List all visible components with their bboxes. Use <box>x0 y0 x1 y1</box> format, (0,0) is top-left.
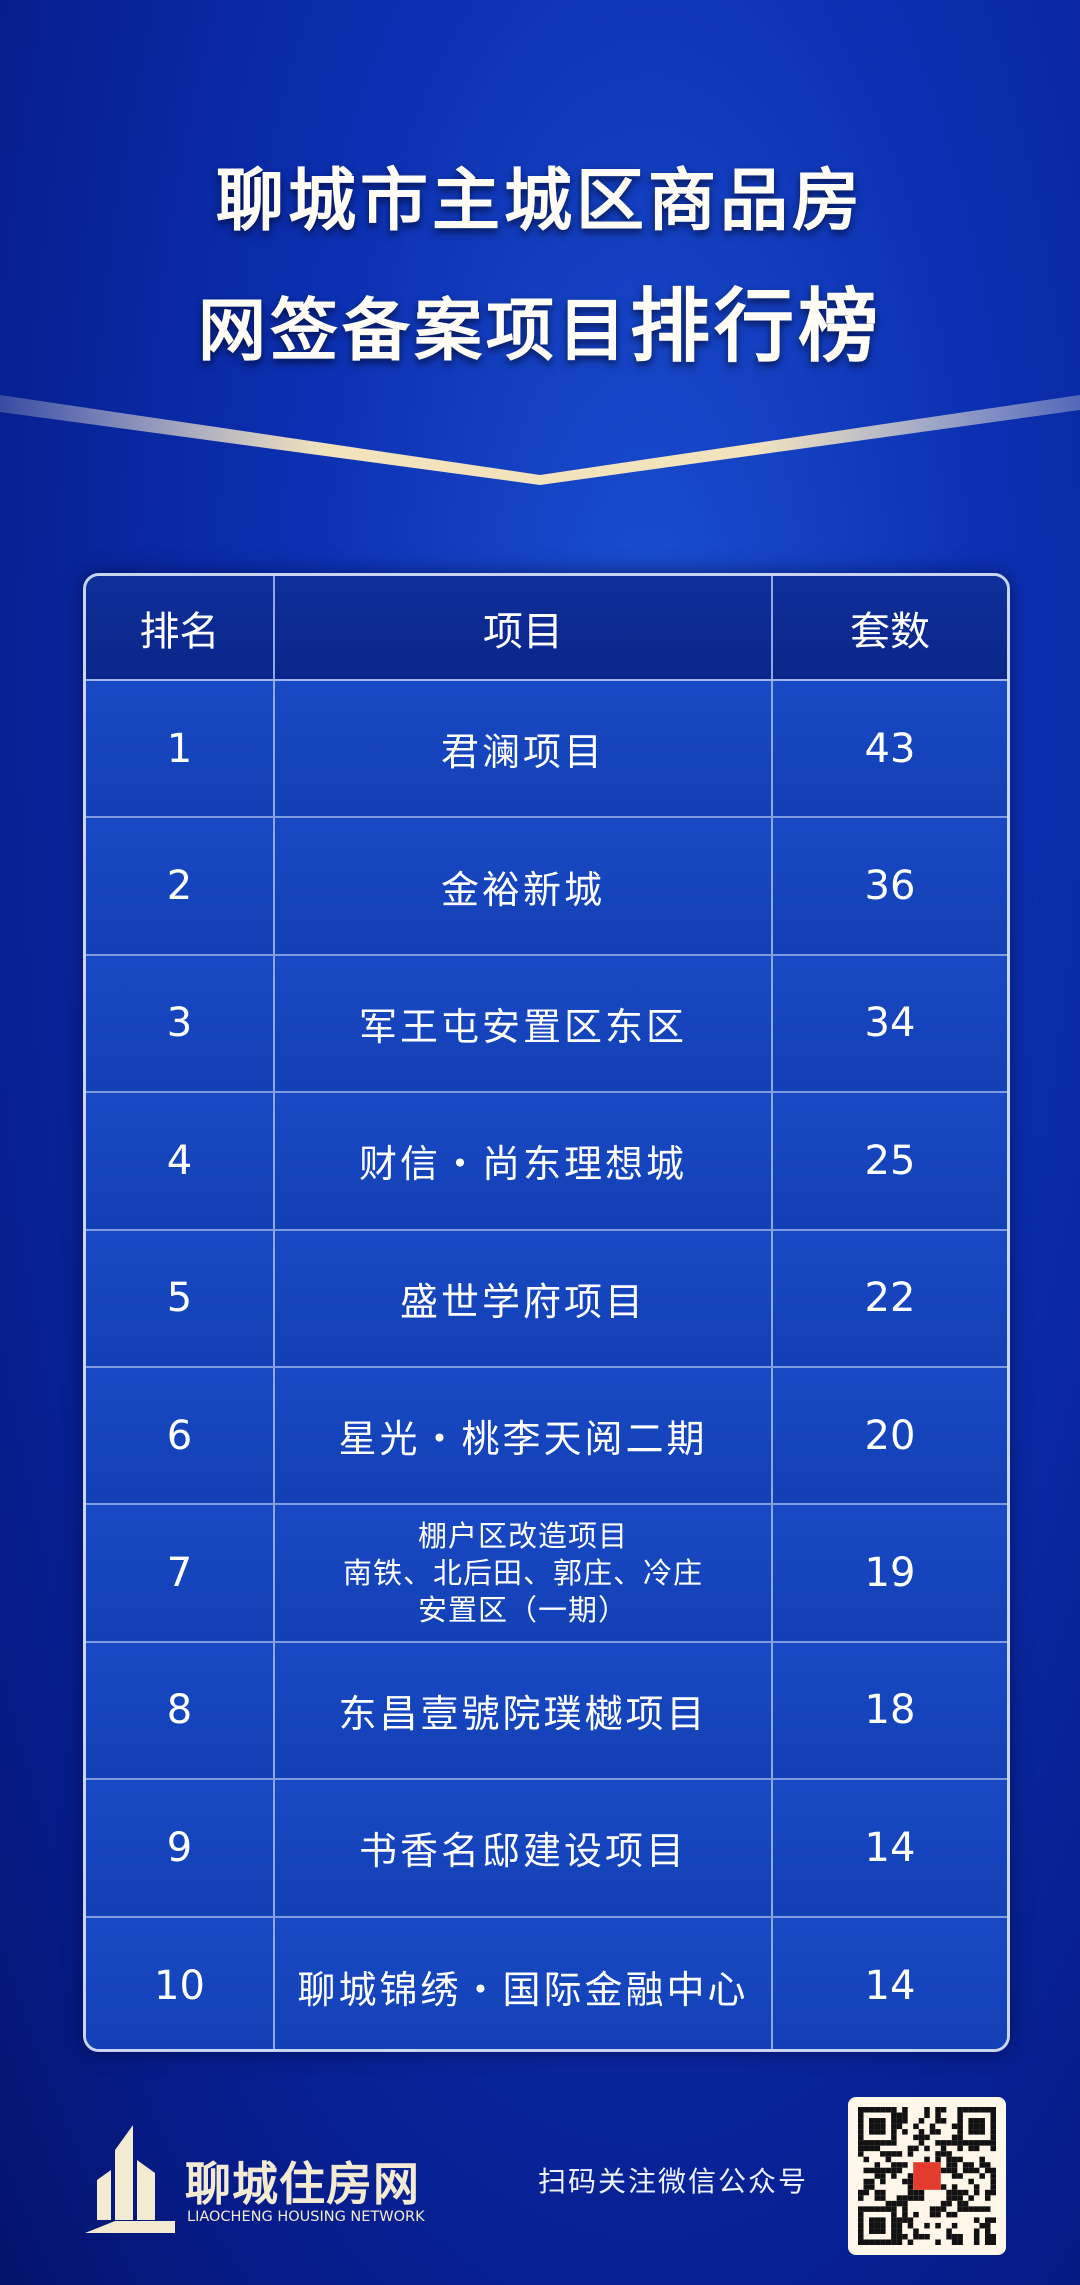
rank-cell: 4 <box>86 1093 275 1229</box>
count-cell: 18 <box>864 1687 916 1734</box>
scan-prompt: 扫码关注微信公众号 <box>538 2165 809 2198</box>
project-name: 财信・尚东理想城 <box>275 1093 773 1229</box>
logo-building-icon <box>85 2125 175 2233</box>
rank-cell: 9 <box>86 1780 275 1916</box>
count-cell: 14 <box>864 1824 916 1871</box>
count-cell: 43 <box>864 725 916 772</box>
header-count: 套数 <box>850 608 930 655</box>
rank-cell: 5 <box>86 1230 275 1366</box>
table-row: 5 盛世学府项目 22 <box>86 1230 1007 1368</box>
project-name-line: 南铁、北后田、郭庄、冷庄 <box>342 1555 703 1590</box>
header-project: 项目 <box>275 576 773 679</box>
project-name-line: 棚户区改造项目 <box>417 1518 628 1553</box>
project-name: 棚户区改造项目 南铁、北后田、郭庄、冷庄 安置区（一期） <box>275 1505 773 1641</box>
table-row: 7 棚户区改造项目 南铁、北后田、郭庄、冷庄 安置区（一期） 19 <box>86 1505 1007 1643</box>
table-row: 4 财信・尚东理想城 25 <box>86 1093 1007 1231</box>
project-name: 盛世学府项目 <box>275 1230 773 1366</box>
ranking-table: 排名 项目 套数 1 君澜项目 43 2 金裕新城 36 3 军王屯安置区东区 34 4 财信・尚东… <box>83 573 1010 2052</box>
rank-cell: 10 <box>86 1917 275 2049</box>
count-cell: 34 <box>864 1000 916 1047</box>
count-cell: 22 <box>864 1275 916 1322</box>
logo-english: LIAOCHENG HOUSING NETWORK <box>187 2209 425 2225</box>
rank-cell: 2 <box>86 818 275 954</box>
table-row: 3 军王屯安置区东区 34 <box>86 955 1007 1094</box>
project-name: 星光・桃李天阅二期 <box>275 1367 773 1504</box>
count-cell: 25 <box>864 1137 916 1184</box>
project-name: 书香名邸建设项目 <box>275 1780 773 1916</box>
gold-swoosh-divider <box>0 395 1080 485</box>
project-name: 军王屯安置区东区 <box>275 955 773 1092</box>
project-name: 金裕新城 <box>275 818 773 954</box>
title-part: 网签备案项目 <box>197 292 630 371</box>
page-title-line1: 聊城市主城区商品房 <box>215 162 864 241</box>
table-row: 10 聊城锦绣・国际金融中心 14 <box>86 1917 1007 2049</box>
count-cell: 20 <box>864 1412 916 1459</box>
table-row: 6 星光・桃李天阅二期 20 <box>86 1367 1007 1506</box>
header-rank: 排名 <box>86 576 275 679</box>
count-cell: 36 <box>864 863 916 910</box>
table-row: 9 书香名邸建设项目 14 <box>86 1780 1007 1918</box>
title-emphasis: 排行榜 <box>630 280 882 373</box>
table-header: 排名 项目 套数 <box>86 576 1007 681</box>
project-name-line: 安置区（一期） <box>417 1592 628 1627</box>
rank-cell: 8 <box>86 1642 275 1779</box>
table-row: 1 君澜项目 43 <box>86 681 1007 819</box>
qr-code-icon[interactable] <box>848 2097 1006 2255</box>
rank-cell: 3 <box>86 955 275 1092</box>
page-title-line2: 网签备案项目排行榜 <box>0 262 1080 378</box>
count-cell: 14 <box>864 1963 916 2010</box>
rank-cell: 6 <box>86 1367 275 1504</box>
logo-name: 聊城住房网 <box>185 2157 420 2211</box>
rank-cell: 7 <box>86 1505 275 1641</box>
project-name: 东昌壹號院璞樾项目 <box>275 1642 773 1779</box>
project-name: 聊城锦绣・国际金融中心 <box>275 1917 773 2049</box>
rank-cell: 1 <box>86 681 275 817</box>
count-cell: 19 <box>864 1550 916 1597</box>
project-name: 君澜项目 <box>275 681 773 817</box>
table-row: 2 金裕新城 36 <box>86 818 1007 956</box>
table-row: 8 东昌壹號院璞樾项目 18 <box>86 1642 1007 1781</box>
